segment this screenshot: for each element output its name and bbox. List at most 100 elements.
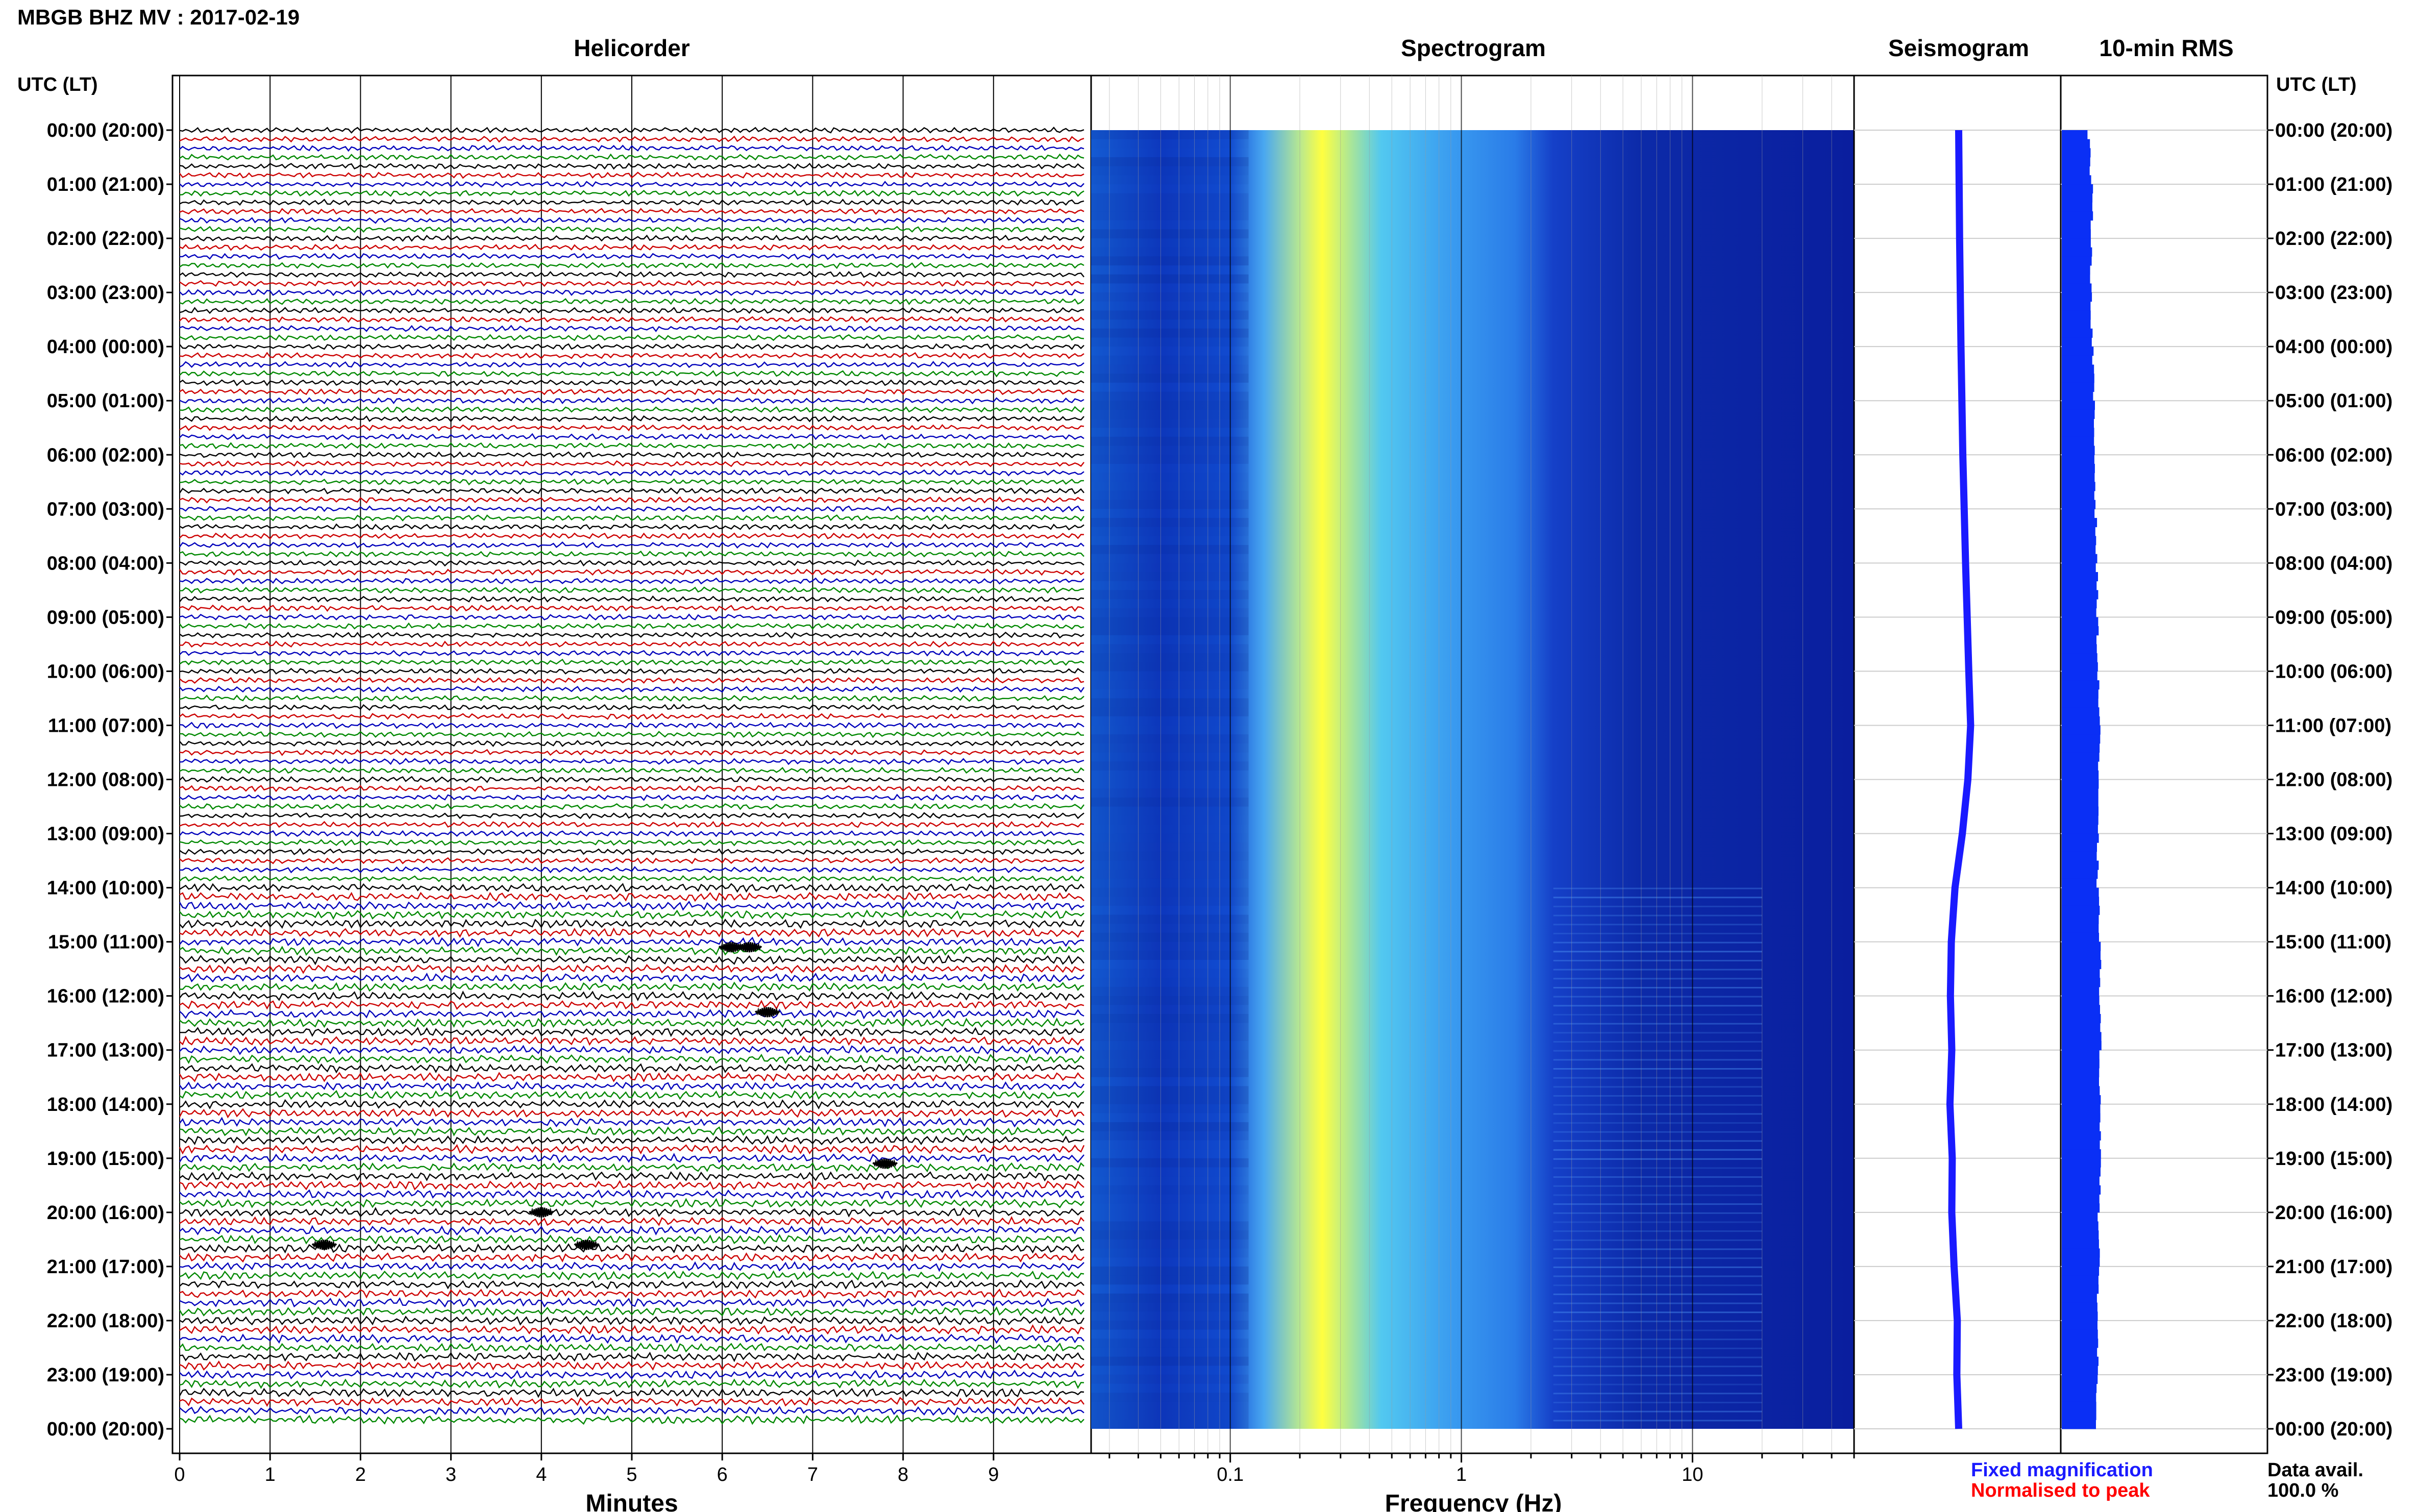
helicorder-trace-row	[179, 127, 1084, 134]
spectrogram-high-freq-streak	[1553, 1086, 1762, 1088]
rms-bar	[2062, 581, 2097, 590]
rms-bar	[2062, 482, 2095, 491]
helicorder-trace-row	[179, 740, 1084, 747]
spectrogram-high-freq-streak	[1553, 1149, 1762, 1151]
rms-bar	[2062, 725, 2101, 735]
spectrogram-low-freq-streak	[1091, 1420, 1249, 1429]
rms-bar	[2062, 509, 2095, 518]
helicorder-trace-row	[179, 415, 1084, 423]
time-label-right: 09:00 (05:00)	[2275, 607, 2392, 628]
time-label-left: 01:00 (21:00)	[47, 174, 164, 195]
rms-bar	[2062, 689, 2099, 699]
time-label-left: 02:00 (22:00)	[47, 228, 164, 250]
helicorder-trace-row	[179, 1234, 1084, 1245]
spectrogram-low-freq-streak	[1091, 517, 1249, 527]
rms-bar	[2062, 996, 2100, 1005]
spectrogram-low-freq-streak	[1091, 1050, 1249, 1059]
rms-bar	[2062, 897, 2100, 906]
rms-bar	[2062, 951, 2101, 960]
spectrogram-low-freq-streak	[1091, 770, 1249, 780]
rms-bar	[2062, 274, 2090, 284]
rms-bar	[2062, 490, 2094, 501]
rms-bar	[2062, 193, 2093, 203]
spectrogram-low-freq-streak	[1091, 1374, 1249, 1384]
spectrogram-low-freq-streak	[1091, 996, 1249, 1005]
spectrogram-low-freq-streak	[1091, 761, 1249, 771]
spectrogram-panel: 0.1 1 10 Frequency (Hz)	[1090, 75, 1855, 1512]
rms-bar	[2062, 1239, 2099, 1249]
helicorder-trace-row	[179, 1405, 1084, 1416]
rms-bar	[2062, 211, 2093, 221]
helicorder-trace-row	[179, 712, 1084, 720]
time-label-left: 15:00 (11:00)	[48, 932, 164, 953]
time-label-right: 00:00 (20:00)	[2275, 120, 2392, 141]
rms-bar	[2062, 166, 2090, 176]
helicorder-trace-row	[179, 1333, 1084, 1344]
rms-bar	[2062, 1005, 2100, 1014]
spectrogram-low-freq-streak	[1091, 752, 1249, 762]
rms-bar	[2062, 870, 2098, 879]
helicorder-trace-row	[179, 731, 1084, 738]
helicorder-trace-row	[179, 812, 1084, 820]
spectrogram-high-freq-streak	[1553, 1393, 1762, 1395]
spectrogram-high-freq-streak	[1553, 978, 1762, 980]
spectrogram-x-ticks: 0.1 1 10	[1108, 76, 1855, 1485]
helicorder-trace-row	[179, 298, 1084, 305]
helicorder-x-ticks: 0 1 2 3 4 5 6 7 8 9	[174, 1453, 999, 1485]
rms-bar	[2062, 1104, 2101, 1113]
helicorder-event-mark	[754, 1007, 780, 1018]
rms-bar	[2062, 644, 2097, 654]
spectrogram-x-tick-label: 1	[1456, 1464, 1467, 1485]
time-label-right: 01:00 (21:00)	[2275, 174, 2392, 195]
spectrogram-high-freq-streak	[1553, 1221, 1762, 1223]
spectrogram-high-freq-streak	[1553, 1032, 1762, 1034]
spectrogram-low-freq-streak	[1091, 1032, 1249, 1042]
spectrogram-high-freq-streak	[1553, 924, 1762, 926]
spectrogram-low-freq-streak	[1091, 870, 1249, 879]
helicorder-trace-row	[179, 532, 1084, 540]
helicorder-x-tick-label: 7	[807, 1464, 818, 1485]
helicorder-trace-row	[179, 946, 1084, 956]
helicorder-trace-row	[179, 1180, 1084, 1191]
helicorder-trace-row	[179, 144, 1084, 152]
spectrogram-low-freq-streak	[1091, 1149, 1249, 1158]
spectrogram-low-freq-streak	[1091, 1284, 1249, 1294]
spectrogram-low-freq-streak	[1091, 1302, 1249, 1312]
spectrogram-low-freq-streak	[1091, 490, 1249, 500]
rms-bar	[2062, 824, 2098, 834]
rms-bar	[2062, 355, 2092, 365]
rms-bar	[2062, 1014, 2101, 1024]
helicorder-trace-row	[179, 541, 1084, 549]
helicorder-trace-row	[179, 1035, 1084, 1046]
helicorder-event-mark	[736, 942, 762, 953]
rms-bar	[2062, 1420, 2096, 1429]
seismogram-trace	[1946, 130, 1974, 1429]
time-label-left: 06:00 (02:00)	[47, 444, 164, 466]
helicorder-trace-row	[179, 280, 1084, 287]
spectrogram-low-freq-streak	[1091, 554, 1249, 563]
rms-bar	[2062, 1221, 2099, 1231]
rms-bar	[2062, 455, 2094, 464]
time-label-right: 07:00 (03:00)	[2275, 499, 2392, 520]
helicorder-trace-row	[179, 936, 1084, 948]
spectrogram-high-freq-streak	[1553, 1239, 1762, 1241]
helicorder-trace-row	[179, 1162, 1084, 1173]
spectrogram-high-freq-streak	[1553, 905, 1762, 907]
rms-bar	[2062, 716, 2100, 726]
time-labels-right: 00:00 (20:00) 01:00 (21:00) 02:00 (22:00) 0…	[2267, 120, 2392, 1440]
helicorder-x-tick-label: 6	[717, 1464, 728, 1485]
rms-bar	[2062, 346, 2094, 356]
helicorder-trace-row	[179, 270, 1084, 278]
helicorder-trace-row	[179, 722, 1084, 729]
spectrogram-low-freq-streak	[1091, 148, 1249, 158]
helicorder-trace-row	[179, 1045, 1084, 1055]
rms-bar	[2062, 1266, 2100, 1276]
rms-bar	[2062, 391, 2093, 401]
rms-bar	[2062, 608, 2096, 617]
spectrogram-low-freq-streak	[1091, 247, 1249, 257]
spectrogram-low-freq-streak	[1091, 959, 1249, 969]
rms-bar	[2062, 1095, 2101, 1105]
rms-bar	[2062, 770, 2099, 780]
spectrogram-low-freq-streak	[1091, 409, 1249, 419]
